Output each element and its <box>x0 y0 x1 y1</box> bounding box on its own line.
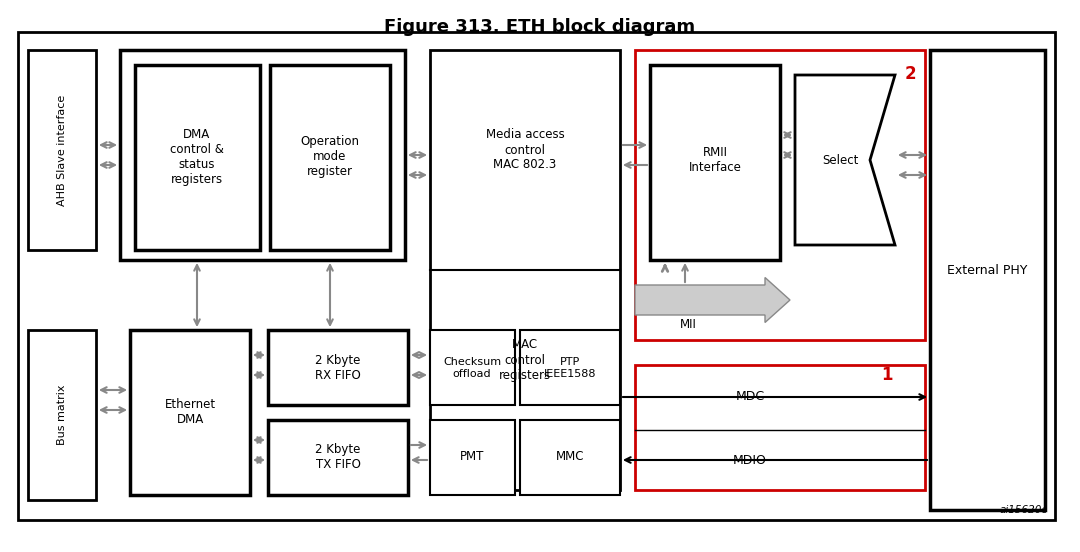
Bar <box>430 50 620 490</box>
Text: Operation
mode
register: Operation mode register <box>300 135 360 178</box>
Text: MAC
control
registers: MAC control registers <box>499 338 551 381</box>
Text: AHB Slave interface: AHB Slave interface <box>57 94 67 206</box>
Text: PMT: PMT <box>460 450 484 464</box>
Text: Figure 313. ETH block diagram: Figure 313. ETH block diagram <box>384 18 696 36</box>
Bar <box>650 65 780 260</box>
Bar <box>28 50 96 250</box>
Text: 2 Kbyte
RX FIFO: 2 Kbyte RX FIFO <box>315 354 361 382</box>
Text: Checksum
offload: Checksum offload <box>443 357 501 379</box>
Text: DMA
control &
status
registers: DMA control & status registers <box>170 128 224 186</box>
Text: Select: Select <box>822 153 859 167</box>
Bar <box>268 420 408 495</box>
Text: MMC: MMC <box>556 450 584 464</box>
Bar <box>519 330 620 405</box>
Bar <box>135 65 260 250</box>
Bar <box>635 50 924 340</box>
Bar <box>268 330 408 405</box>
Text: ai15620c: ai15620c <box>1000 505 1048 515</box>
Text: 1: 1 <box>881 366 893 384</box>
Polygon shape <box>795 75 895 245</box>
Bar <box>18 32 1055 520</box>
Bar <box>270 65 390 250</box>
Text: Media access
control
MAC 802.3: Media access control MAC 802.3 <box>486 129 565 172</box>
Text: RMII
Interface: RMII Interface <box>689 146 742 174</box>
Bar <box>519 420 620 495</box>
Text: 2: 2 <box>905 65 917 83</box>
Text: MDC: MDC <box>735 390 765 404</box>
Text: External PHY: External PHY <box>947 263 1027 277</box>
Bar <box>635 365 924 490</box>
Bar <box>130 330 249 495</box>
Text: PTP
IEEE1588: PTP IEEE1588 <box>543 357 596 379</box>
FancyArrow shape <box>635 278 789 322</box>
Text: MII: MII <box>680 319 697 332</box>
Bar <box>430 330 515 405</box>
Text: 2 Kbyte
TX FIFO: 2 Kbyte TX FIFO <box>315 443 361 471</box>
Bar <box>120 50 405 260</box>
Text: Ethernet
DMA: Ethernet DMA <box>164 398 216 426</box>
Bar <box>28 330 96 500</box>
Bar <box>930 50 1045 510</box>
Text: Bus matrix: Bus matrix <box>57 385 67 445</box>
Text: MDIO: MDIO <box>733 454 767 466</box>
Bar <box>430 420 515 495</box>
